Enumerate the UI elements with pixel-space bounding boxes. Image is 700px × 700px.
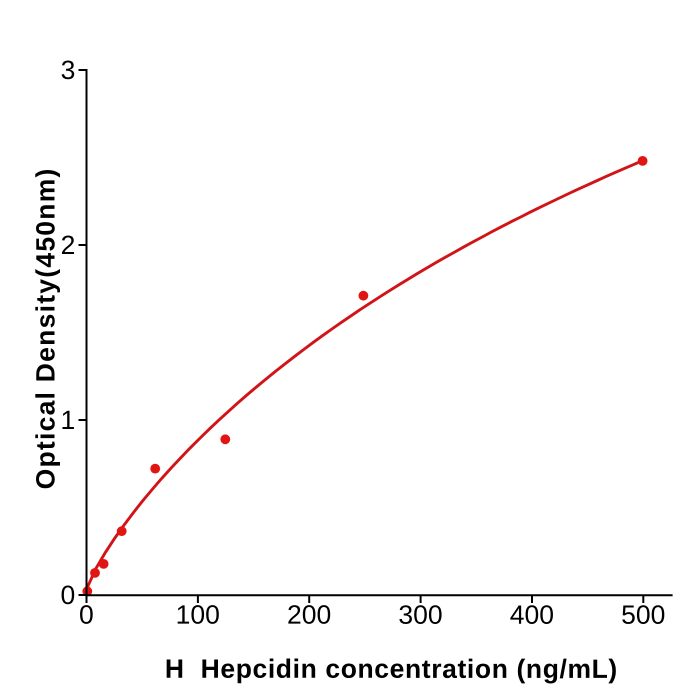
svg-text:500: 500 (621, 600, 665, 630)
svg-text:300: 300 (398, 600, 442, 630)
svg-text:H Hepcidin concentration (ng/: H Hepcidin concentration (ng/mL) (165, 654, 618, 684)
svg-text:Optical Density(450nm): Optical Density(450nm) (30, 167, 60, 489)
svg-text:400: 400 (510, 600, 554, 630)
svg-text:200: 200 (287, 600, 331, 630)
svg-text:1: 1 (61, 405, 76, 435)
svg-text:0: 0 (79, 600, 94, 630)
svg-text:100: 100 (176, 600, 220, 630)
svg-text:2: 2 (61, 230, 76, 260)
svg-text:0: 0 (60, 580, 75, 610)
svg-text:3: 3 (61, 55, 76, 85)
